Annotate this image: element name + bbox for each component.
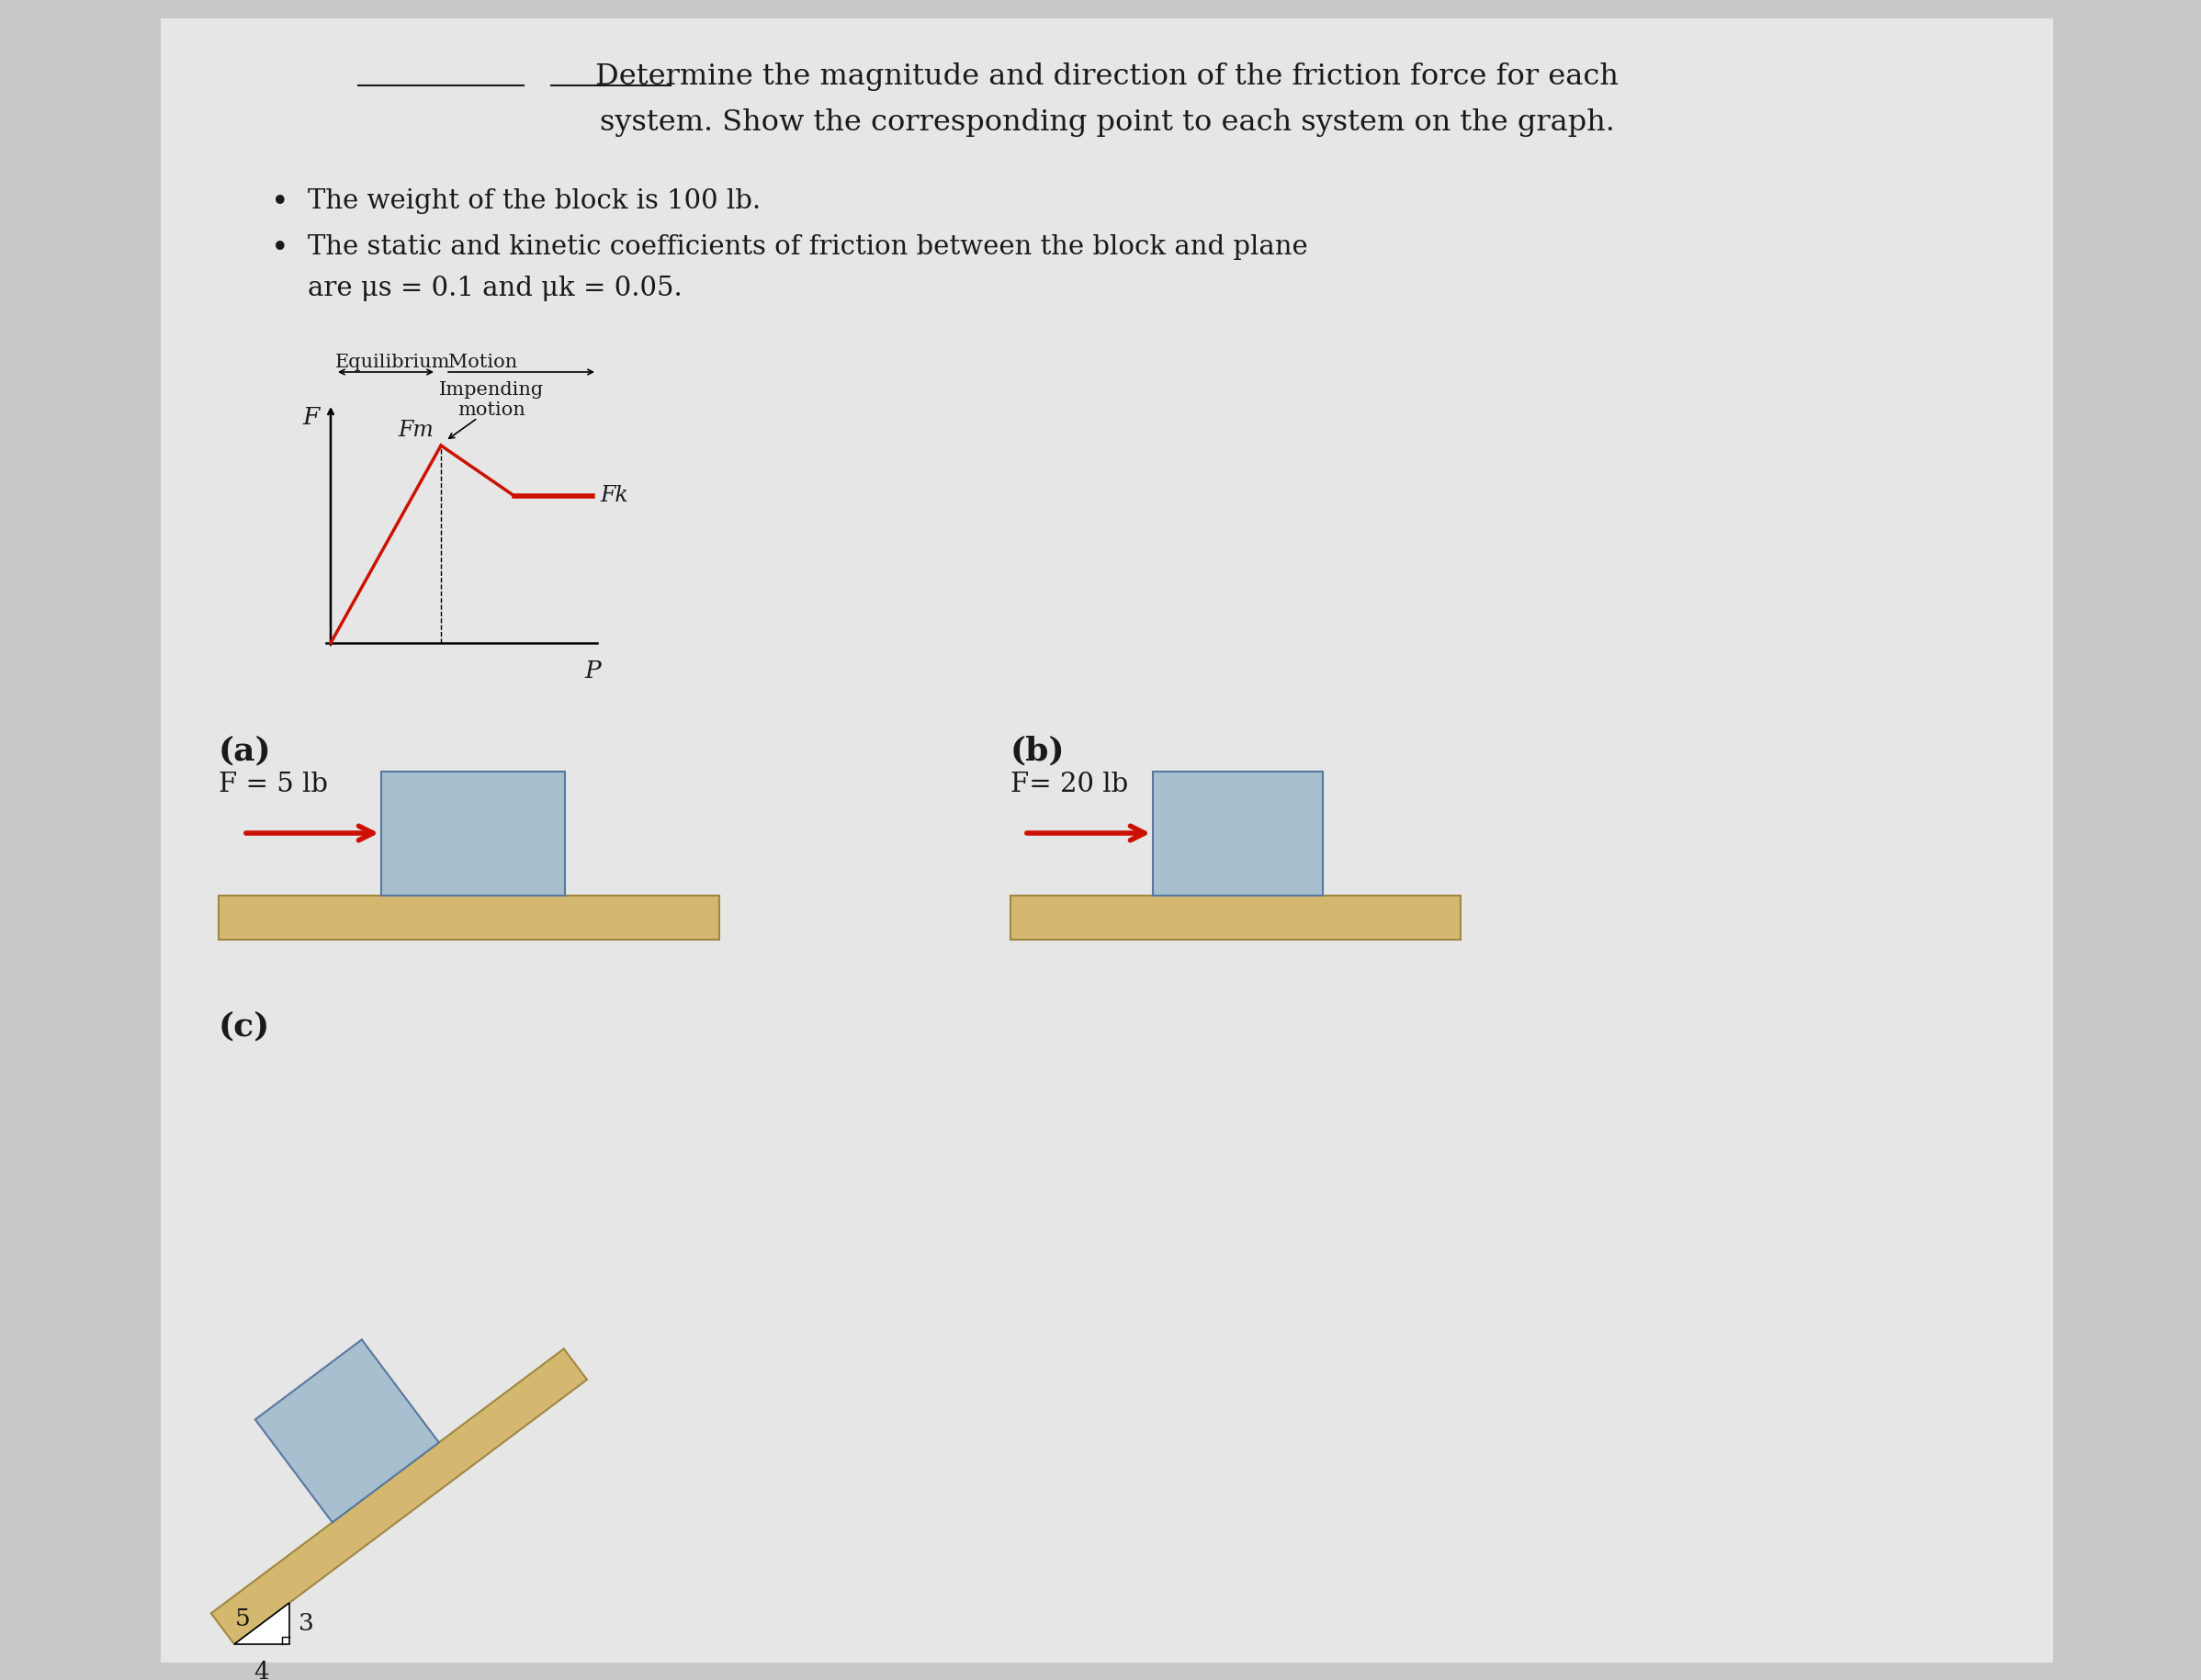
Text: 4: 4	[253, 1662, 269, 1680]
Text: The static and kinetic coefficients of friction between the block and plane: The static and kinetic coefficients of f…	[308, 234, 1307, 260]
Polygon shape	[255, 1339, 438, 1522]
Polygon shape	[211, 1349, 588, 1645]
Text: F: F	[304, 407, 319, 428]
Text: •: •	[271, 234, 288, 264]
Text: Fk: Fk	[601, 486, 627, 507]
Text: F = 5 lb: F = 5 lb	[218, 771, 328, 798]
Text: Fm: Fm	[398, 420, 434, 440]
Text: P: P	[583, 660, 601, 682]
Bar	[381, 771, 566, 895]
Text: Impending: Impending	[438, 381, 544, 398]
Text: motion: motion	[458, 402, 526, 418]
Bar	[1010, 895, 1461, 939]
Bar	[218, 895, 720, 939]
Text: F= 20 lb: F= 20 lb	[1010, 771, 1129, 798]
Polygon shape	[233, 1603, 288, 1645]
Text: (b): (b)	[1010, 734, 1065, 766]
Bar	[161, 18, 2054, 1663]
Text: 3: 3	[299, 1613, 315, 1635]
Text: 5: 5	[236, 1608, 251, 1630]
Bar	[1153, 771, 1323, 895]
Text: Equilibrium: Equilibrium	[335, 353, 451, 371]
Text: (c): (c)	[218, 1010, 271, 1042]
Text: are μs = 0.1 and μk = 0.05.: are μs = 0.1 and μk = 0.05.	[308, 276, 682, 301]
Text: Determine the magnitude and direction of the friction force for each: Determine the magnitude and direction of…	[594, 62, 1618, 91]
Text: system. Show the corresponding point to each system on the graph.: system. Show the corresponding point to …	[599, 109, 1613, 136]
Text: •: •	[271, 188, 288, 218]
Text: (a): (a)	[218, 734, 271, 766]
Text: Motion: Motion	[449, 353, 517, 371]
Text: The weight of the block is 100 lb.: The weight of the block is 100 lb.	[308, 188, 762, 213]
